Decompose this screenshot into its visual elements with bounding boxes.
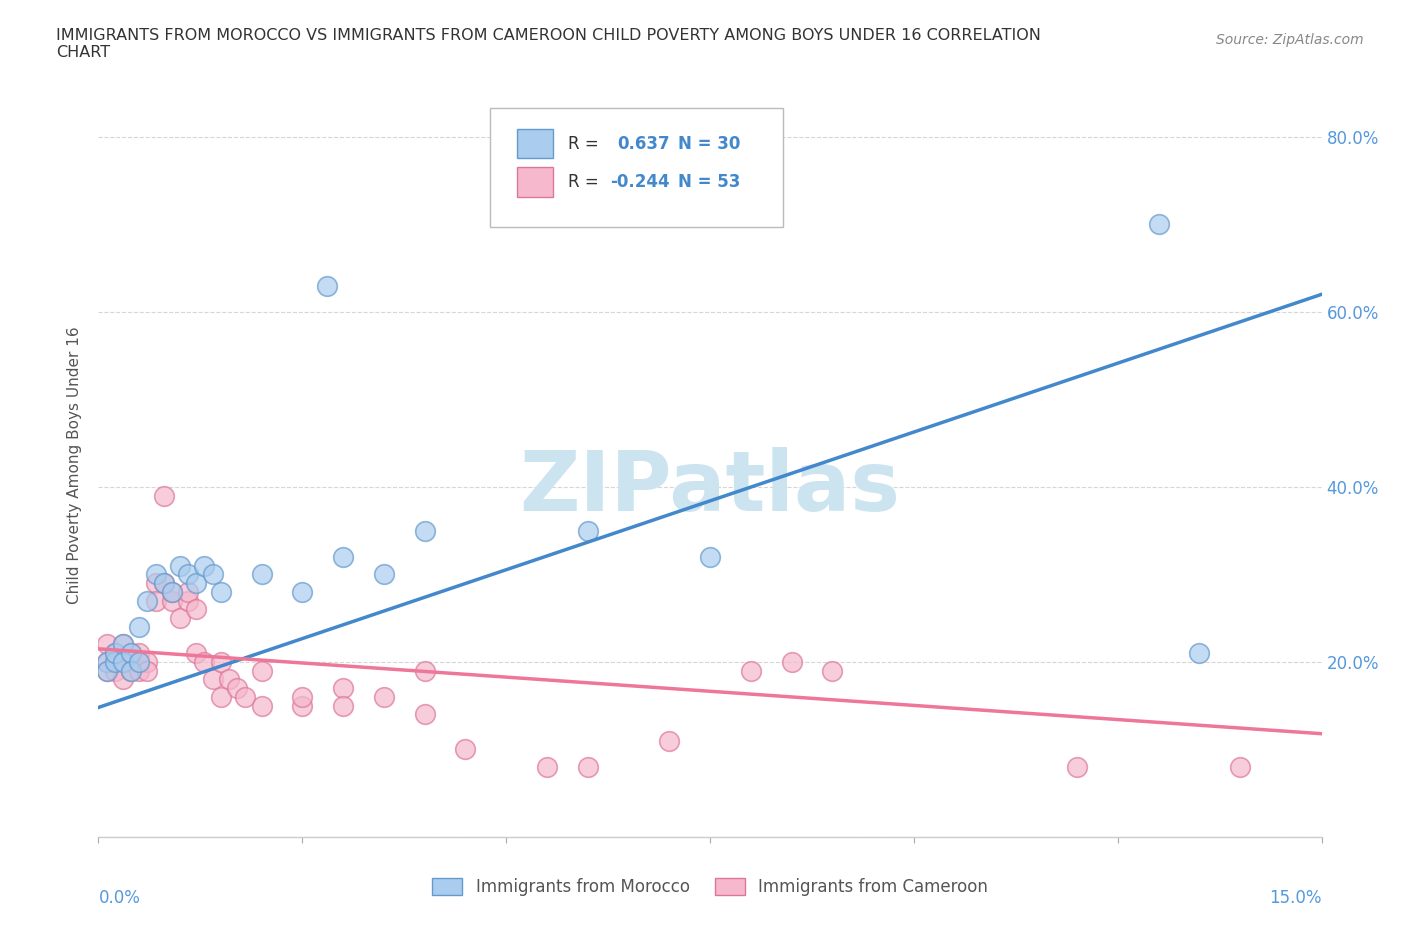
Text: N = 30: N = 30 — [678, 135, 741, 153]
Point — [209, 655, 232, 670]
Point — [120, 645, 142, 660]
Point — [373, 567, 395, 582]
Point — [145, 576, 167, 591]
Text: 0.0%: 0.0% — [98, 889, 141, 907]
Point — [152, 576, 174, 591]
Point — [1229, 760, 1251, 775]
Text: IMMIGRANTS FROM MOROCCO VS IMMIGRANTS FROM CAMEROON CHILD POVERTY AMONG BOYS UND: IMMIGRANTS FROM MOROCCO VS IMMIGRANTS FR… — [56, 28, 1040, 60]
Point — [201, 567, 224, 582]
Point — [250, 663, 273, 678]
Point — [96, 663, 118, 678]
Text: 0.637: 0.637 — [617, 135, 669, 153]
Point — [576, 760, 599, 775]
Point — [373, 689, 395, 704]
Point — [96, 663, 118, 678]
Point — [699, 550, 721, 565]
Point — [291, 584, 314, 599]
FancyBboxPatch shape — [517, 167, 554, 197]
Point — [169, 558, 191, 573]
Point — [1066, 760, 1088, 775]
Point — [169, 611, 191, 626]
Point — [96, 637, 118, 652]
Point — [120, 663, 142, 678]
Point — [152, 576, 174, 591]
Point — [291, 689, 314, 704]
Text: Source: ZipAtlas.com: Source: ZipAtlas.com — [1216, 33, 1364, 46]
Point — [536, 760, 558, 775]
Point — [104, 645, 127, 660]
Point — [201, 672, 224, 687]
Point — [454, 742, 477, 757]
Point — [1188, 645, 1211, 660]
FancyBboxPatch shape — [517, 128, 554, 158]
Y-axis label: Child Poverty Among Boys Under 16: Child Poverty Among Boys Under 16 — [67, 326, 83, 604]
Point — [226, 681, 249, 696]
Point — [177, 584, 200, 599]
Point — [209, 584, 232, 599]
Point — [193, 558, 215, 573]
Legend: Immigrants from Morocco, Immigrants from Cameroon: Immigrants from Morocco, Immigrants from… — [426, 871, 994, 903]
Text: 15.0%: 15.0% — [1270, 889, 1322, 907]
Point — [576, 524, 599, 538]
Point — [136, 593, 159, 608]
Point — [128, 619, 150, 634]
Text: R =: R = — [568, 173, 605, 192]
Point — [160, 593, 183, 608]
Point — [104, 645, 127, 660]
Point — [160, 584, 183, 599]
Text: ZIPatlas: ZIPatlas — [520, 446, 900, 528]
Text: R =: R = — [568, 135, 605, 153]
Point — [128, 655, 150, 670]
Point — [413, 707, 436, 722]
Point — [1147, 217, 1170, 232]
Point — [821, 663, 844, 678]
Point — [145, 593, 167, 608]
Point — [332, 698, 354, 713]
Point — [128, 645, 150, 660]
Text: N = 53: N = 53 — [678, 173, 741, 192]
Point — [104, 655, 127, 670]
Point — [233, 689, 256, 704]
Point — [128, 663, 150, 678]
Point — [413, 524, 436, 538]
Point — [111, 672, 134, 687]
Point — [104, 663, 127, 678]
Point — [152, 488, 174, 503]
Point — [250, 567, 273, 582]
Point — [186, 645, 208, 660]
Point — [136, 655, 159, 670]
Point — [136, 663, 159, 678]
Point — [120, 663, 142, 678]
Point — [120, 645, 142, 660]
Text: -0.244: -0.244 — [610, 173, 669, 192]
Point — [111, 655, 134, 670]
FancyBboxPatch shape — [489, 108, 783, 227]
Point — [291, 698, 314, 713]
Point — [111, 655, 134, 670]
Point — [128, 655, 150, 670]
Point — [111, 637, 134, 652]
Point — [250, 698, 273, 713]
Point — [96, 655, 118, 670]
Point — [111, 637, 134, 652]
Point — [145, 567, 167, 582]
Point — [218, 672, 240, 687]
Point — [177, 567, 200, 582]
Point — [186, 602, 208, 617]
Point — [332, 550, 354, 565]
Point — [193, 655, 215, 670]
Point — [658, 733, 681, 748]
Point — [332, 681, 354, 696]
Point — [740, 663, 762, 678]
Point — [780, 655, 803, 670]
Point — [104, 655, 127, 670]
Point — [315, 278, 337, 293]
Point — [96, 655, 118, 670]
Point — [209, 689, 232, 704]
Point — [186, 576, 208, 591]
Point — [160, 584, 183, 599]
Point — [413, 663, 436, 678]
Point — [120, 655, 142, 670]
Point — [177, 593, 200, 608]
